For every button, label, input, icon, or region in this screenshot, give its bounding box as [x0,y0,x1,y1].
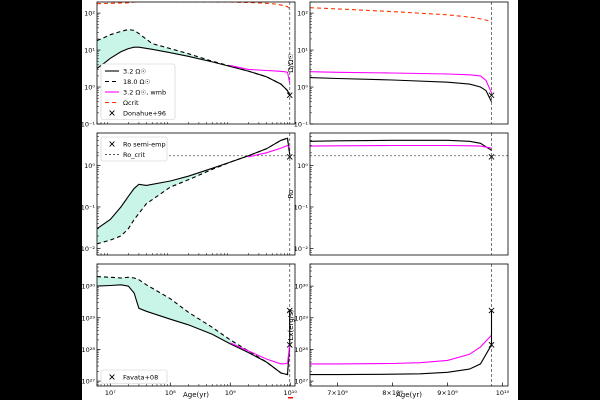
x-tick-label-lx-left-3: 10¹⁰ [284,389,298,397]
legend-label: Ro semi-emp [123,140,166,148]
series-r32 [310,77,492,102]
series-q32 [97,137,291,230]
panel-lx-left: 10²⁷ 10²⁸ 10²⁹ 10³⁰ 10⁷ 10⁸ 10⁹ 10¹⁰ Lx(erg/s) Ag… [70,263,298,399]
series-uwmb [310,144,492,149]
y-axis-label-omega-left: Ω/Ω☉ [70,53,78,72]
series-q180 [97,137,291,245]
y-axis-label-ro-left: Ro [70,190,78,199]
y-tick-label-lx-left-1: 10²⁸ [82,346,96,354]
series-s180 [97,28,291,96]
data-marker-ro-left-0 [286,153,293,160]
x-tick-label-lx-left-1: 10⁸ [165,389,176,397]
y-tick-label-omega-right-1: 10⁰ [297,84,308,92]
series-mwmb [310,334,492,365]
legend-omega-left: 3.2 Ω☉ 18.0 Ω☉ 3.2 Ω☉, wmb Ωcrit Donahue+96 [100,63,176,120]
y-tick-label-omega-left-2: 10¹ [84,47,95,55]
y-tick-label-lx-right-3: 10³⁰ [295,283,309,291]
legend-label: Ro_crit [123,151,146,159]
panel-lx-right: 10²⁷ 10²⁸ 10²⁹ 10³⁰ 7×10⁹ 8×10⁹ 9×10⁹ 10¹⁰ Lx(er… [287,263,510,399]
x-axis-label-lx-left: Age(yr) [183,391,209,399]
legend-box [100,63,176,120]
series-l180 [97,276,291,376]
legend-label: 3.2 Ω☉, wmb [123,88,166,96]
y-axis-label-lx-left: Lx(erg/s) [70,309,78,340]
data-marker-lx-left-1 [286,341,293,348]
data-marker-omega-right-0 [488,92,495,99]
axes-frame-ro-right [309,132,509,256]
x-tick-label-lx-left-2: 10⁹ [225,389,236,397]
series-m32 [310,344,492,376]
y-tick-label-lx-left-0: 10²⁷ [82,378,96,386]
series-rcrit [310,7,492,22]
series-qwmb [248,144,291,158]
data-marker-lx-right-0 [488,307,495,314]
y-tick-label-ro-right-0: 10⁻² [294,245,309,253]
panel-omega-left: 10⁻¹ 10⁰ 10¹ 10² Ω/Ω☉ 3.2 Ω☉ 18.0 Ω☉ 3.2 Ω☉, wm… [70,1,296,129]
legend-marker [109,110,115,116]
x-tick-label-lx-right-0: 7×10⁹ [327,389,348,397]
legend-label: Ωcrit [123,99,139,107]
y-tick-label-omega-left-1: 10⁰ [84,84,95,92]
x-tick-label-lx-right-1: 8×10⁹ [382,389,403,397]
y-tick-label-omega-left-3: 10² [84,10,95,18]
x-tick-label-lx-right-2: 9×10⁹ [437,389,458,397]
axes-frame-omega-left [96,1,296,125]
series-scrit [97,2,291,10]
y-axis-label-lx-right: Lx(erg/s) [287,309,295,340]
panel-ro-right: 10⁻² 10⁻¹ 10⁰ Ro [287,132,509,256]
y-tick-label-omega-left-0: 10⁻¹ [81,121,96,129]
x-tick-label-lx-left-0: 10⁷ [105,389,116,397]
legend-marker [109,141,115,147]
y-tick-label-ro-left-0: 10⁻² [81,245,96,253]
y-tick-label-ro-left-1: 10⁻¹ [81,203,96,211]
data-marker-lx-left-0 [286,307,293,314]
y-tick-label-lx-right-0: 10²⁷ [295,378,309,386]
y-tick-label-omega-right-3: 10² [297,10,308,18]
series-lwmb [230,342,291,365]
y-tick-label-lx-left-3: 10³⁰ [82,283,96,291]
x-axis-label-lx-right: Age(yr) [396,391,422,399]
y-tick-label-ro-left-2: 10⁰ [84,162,95,170]
data-marker-ro-right-0 [488,153,495,160]
legend-marker [109,374,115,380]
axes-frame-omega-right [309,1,509,125]
series-rwmb [310,71,493,94]
y-tick-label-lx-right-2: 10²⁹ [295,314,309,322]
shaded-region-omega-left [97,29,290,96]
y-tick-label-lx-right-1: 10²⁸ [295,346,309,354]
y-tick-label-omega-right-2: 10¹ [297,47,308,55]
legend-label: 18.0 Ω☉ [123,78,151,86]
y-axis-label-ro-right: Ro [287,190,295,199]
y-tick-label-ro-right-1: 10⁻¹ [294,203,309,211]
legend-box [100,369,168,384]
panel-ro-left: 10⁻² 10⁻¹ 10⁰ Ro Ro semi-emp Ro_crit [70,132,296,256]
x-tick-label-lx-right-3: 10¹⁰ [496,389,510,397]
series-l32 [97,284,291,376]
data-marker-lx-right-1 [488,341,495,348]
shaded-region-ro-left [97,138,290,244]
shaded-region-lx-left [97,276,290,375]
legend-label: 3.2 Ω☉ [123,67,146,75]
y-tick-label-lx-left-2: 10²⁹ [82,314,96,322]
data-marker-omega-left-0 [286,92,293,99]
stray-red-mark [288,397,293,399]
series-swmb [230,65,291,83]
axes-frame-ro-left [96,132,296,256]
legend-label: Donahue+96 [123,109,166,117]
y-tick-label-omega-right-0: 10⁻¹ [294,121,309,129]
legend-lx-left: Favata+08 [100,369,168,384]
panel-omega-right: 10⁻¹ 10⁰ 10¹ 10² Ω/Ω☉ [287,1,509,129]
legend-ro-left: Ro semi-emp Ro_crit [100,136,168,162]
y-tick-label-ro-right-2: 10⁰ [297,162,308,170]
series-u32 [310,139,492,151]
y-axis-label-omega-right: Ω/Ω☉ [287,53,295,72]
legend-label: Favata+08 [123,373,158,381]
